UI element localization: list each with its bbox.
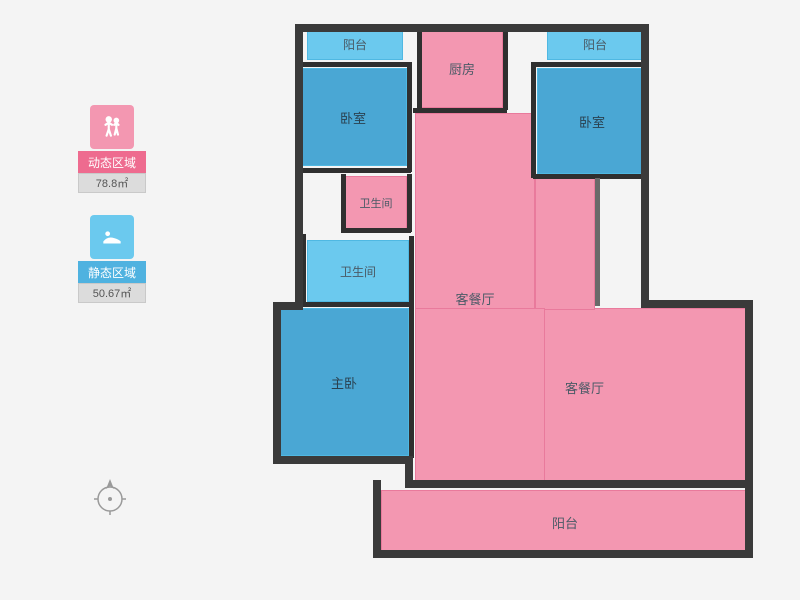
room-label-bath_big: 卫生间 — [340, 263, 376, 280]
legend-dynamic: 动态区域 78.8㎡ — [78, 105, 146, 193]
inner-wall-1 — [533, 62, 649, 67]
floor-plan: 阳台阳台厨房卧室卧室卫生间卫生间主卧客餐厅阳台客餐厅 — [265, 18, 755, 580]
room-label-balcony_tr: 阳台 — [583, 36, 607, 53]
room-label-bedroom_tl: 卧室 — [340, 108, 366, 127]
outer-wall-9 — [745, 300, 753, 558]
outer-wall-1 — [295, 24, 303, 172]
inner-wall-3 — [531, 62, 536, 178]
outer-wall-0 — [295, 24, 649, 32]
room-bedroom_tl: 卧室 — [299, 68, 407, 166]
room-kitchen: 厨房 — [421, 28, 503, 108]
inner-wall-7 — [299, 168, 411, 173]
dynamic-people-icon — [90, 105, 134, 149]
room-bath_big: 卫生间 — [307, 240, 409, 302]
inner-wall-11 — [407, 174, 412, 232]
outer-wall-11 — [295, 230, 303, 308]
room-bedroom_tr: 卧室 — [537, 68, 647, 174]
room-label-living: 客餐厅 — [455, 289, 494, 308]
outer-wall-5 — [273, 302, 281, 460]
outer-wall-13 — [405, 480, 753, 488]
room-label-bath_small: 卫生间 — [360, 195, 393, 211]
room-label-bedroom_tr: 卧室 — [579, 112, 605, 131]
inner-wall-8 — [533, 174, 649, 179]
outer-wall-3 — [295, 166, 303, 234]
legend-static: 静态区域 50.67㎡ — [78, 215, 146, 303]
outer-wall-7 — [373, 480, 381, 558]
room-living_fill — [535, 178, 595, 310]
room-label-kitchen: 厨房 — [449, 59, 475, 78]
room-balcony_tl: 阳台 — [307, 28, 403, 60]
room-label-balcony_b: 阳台 — [552, 513, 578, 532]
outer-wall-8 — [373, 550, 753, 558]
static-rest-icon — [90, 215, 134, 259]
inner-wall-2 — [407, 62, 412, 172]
room-balcony_b: 阳台 — [381, 490, 749, 554]
room-label-balcony_tl: 阳台 — [343, 36, 367, 53]
room-label-master_bed: 主卧 — [331, 373, 357, 392]
inner-wall-5 — [503, 28, 508, 110]
inner-wall-0 — [299, 62, 411, 67]
compass-icon — [90, 475, 130, 515]
legend-panel: 动态区域 78.8㎡ 静态区域 50.67㎡ — [78, 105, 146, 325]
room-bath_small: 卫生间 — [345, 176, 407, 230]
room-living_ext — [535, 308, 747, 483]
room-balcony_tr: 阳台 — [547, 28, 643, 60]
inner-wall-10 — [341, 228, 411, 233]
legend-static-value: 50.67㎡ — [78, 283, 146, 303]
outer-wall-2 — [641, 24, 649, 306]
inner-wall-14 — [409, 236, 414, 458]
room-living_low — [415, 308, 545, 483]
outer-wall-10 — [641, 300, 753, 308]
room-master_bed: 主卧 — [279, 308, 409, 456]
legend-dynamic-label: 动态区域 — [78, 151, 146, 173]
legend-static-label: 静态区域 — [78, 261, 146, 283]
inner-wall-4 — [413, 108, 507, 113]
inner-wall-6 — [417, 28, 422, 110]
inner-wall-15 — [595, 178, 600, 306]
inner-wall-9 — [341, 174, 346, 232]
inner-wall-13 — [301, 302, 413, 307]
legend-dynamic-value: 78.8㎡ — [78, 173, 146, 193]
outer-wall-6 — [273, 456, 413, 464]
